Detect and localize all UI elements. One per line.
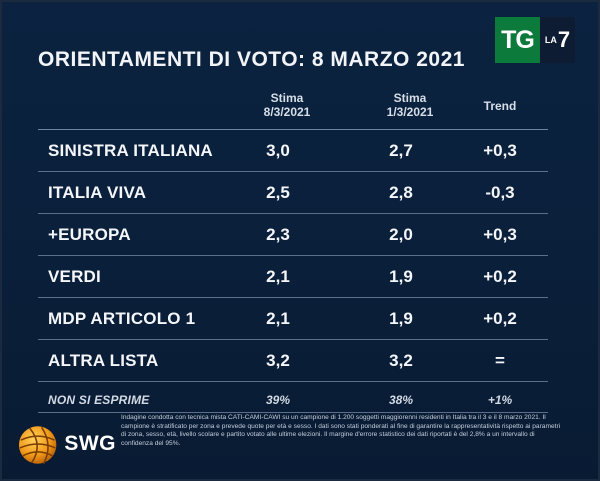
table-row: MDP ARTICOLO 1 2,1 1,9 +0,2 (38, 297, 548, 339)
estimate-current: 2,3 (266, 225, 290, 244)
table-row: ITALIA VIVA 2,5 2,8 -0,3 (38, 171, 548, 213)
estimate-current: 2,1 (266, 309, 290, 328)
estimate-current: 2,5 (266, 183, 290, 202)
logo-la7: LA 7 (540, 17, 575, 63)
trend-value: +0,2 (483, 267, 517, 286)
non-esprime-label: NON SI ESPRIME (48, 393, 150, 407)
trend-value: +0,3 (483, 141, 517, 160)
estimate-previous: 3,2 (389, 351, 413, 370)
estimate-previous: 2,7 (389, 141, 413, 160)
party-name: ITALIA VIVA (48, 183, 147, 202)
trend-value: -0,3 (485, 183, 515, 202)
party-name: MDP ARTICOLO 1 (48, 309, 196, 328)
estimate-previous: 2,8 (389, 183, 413, 202)
poll-table: SINISTRA ITALIANA 3,0 2,7 +0,3 ITALIA VI… (38, 129, 548, 418)
column-header-previous: Stima 1/3/2021 (370, 91, 450, 119)
column-header-trend: Trend (483, 99, 517, 113)
table-row: +EUROPA 2,3 2,0 +0,3 (38, 213, 548, 255)
column-header-current-date: 8/3/2021 (263, 105, 311, 119)
swg-brand: SWG (64, 432, 116, 455)
party-name: SINISTRA ITALIANA (48, 141, 213, 160)
party-name: +EUROPA (48, 225, 131, 244)
estimate-previous: 1,9 (389, 309, 413, 328)
trend-value: +0,2 (483, 309, 517, 328)
page-title: ORIENTAMENTI DI VOTO: 8 MARZO 2021 (38, 48, 465, 71)
estimate-current: 3,0 (266, 141, 290, 160)
estimate-previous: 2,0 (389, 225, 413, 244)
non-esprime-previous: 38% (388, 393, 414, 407)
footer-divider (38, 412, 548, 413)
trend-value: = (495, 351, 505, 370)
logo-la: LA (544, 35, 557, 45)
swg-globe-icon (18, 426, 57, 465)
estimate-current: 2,1 (266, 267, 290, 286)
table-row: VERDI 2,1 1,9 +0,2 (38, 255, 548, 297)
table-row: ALTRA LISTA 3,2 3,2 = (38, 339, 548, 381)
non-esprime-current: 39% (265, 393, 291, 407)
party-name: ALTRA LISTA (48, 351, 159, 370)
trend-value: +0,3 (483, 225, 517, 244)
swg-logo: SWG (16, 414, 116, 474)
estimate-previous: 1,9 (389, 267, 413, 286)
logo-tg: TG (495, 17, 540, 63)
party-name: VERDI (48, 267, 101, 286)
logo-seven: 7 (557, 27, 571, 52)
column-header-previous-line1: Stima (393, 91, 427, 105)
non-esprime-trend: +1% (487, 393, 513, 407)
tg-la7-logo: TG LA 7 (495, 17, 575, 63)
column-header-previous-date: 1/3/2021 (386, 105, 434, 119)
estimate-current: 3,2 (266, 351, 290, 370)
methodology-note: Indagine condotta con tecnica mista CATI… (121, 414, 561, 447)
table-row: SINISTRA ITALIANA 3,0 2,7 +0,3 (38, 129, 548, 171)
column-header-current-line1: Stima (270, 91, 304, 105)
column-header-current: Stima 8/3/2021 (247, 91, 327, 119)
table-row-non-esprime: NON SI ESPRIME 39% 38% +1% (38, 381, 548, 418)
